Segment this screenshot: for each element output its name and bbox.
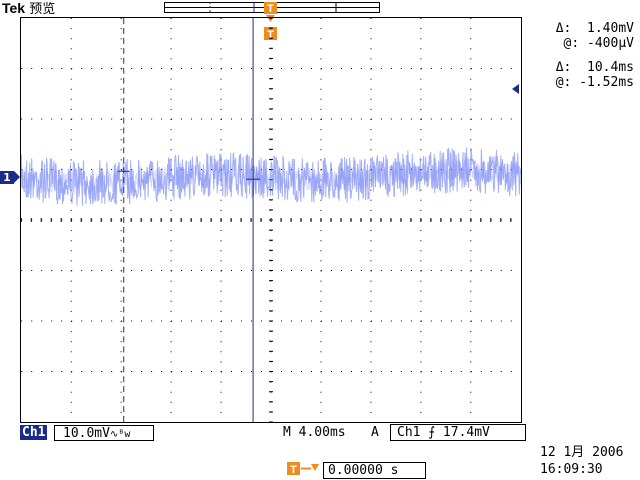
at-t-value: -1.52ms xyxy=(579,75,634,90)
trigger-position-icon[interactable]: T T xyxy=(263,0,279,45)
horizontal-position-field[interactable]: 0.00000 s xyxy=(323,462,426,479)
trigger-level-letter: T xyxy=(267,29,274,41)
delta-v-label: Δ: xyxy=(555,21,572,36)
at-t-label: @: xyxy=(555,75,572,90)
at-v-label: @: xyxy=(563,36,580,51)
ch1-scale[interactable]: 10.0mV∿ᴮw xyxy=(54,425,154,441)
trigger-slope-icon: ⨍ xyxy=(428,425,436,440)
ch1-waveform-trace xyxy=(21,147,521,206)
at-v-value: -400μV xyxy=(587,36,634,51)
delta-t-value: 10.4ms xyxy=(587,60,634,75)
mode-label: 预览 xyxy=(29,2,56,17)
ch1-badge[interactable]: Ch1 xyxy=(20,425,48,440)
at-voltage-readout: @: -400μV xyxy=(564,36,634,51)
delta-time-readout: Δ: 10.4ms xyxy=(556,60,634,75)
trigger-channel: Ch1 xyxy=(397,425,421,440)
trigger-mode: A xyxy=(371,425,379,440)
position-trigger-letter: T xyxy=(290,464,297,476)
delta-voltage-readout: Δ: 1.40mV xyxy=(556,21,634,36)
trigger-level: 17.4mV xyxy=(442,425,490,440)
timebase-readout[interactable]: M 4.00ms xyxy=(283,425,346,440)
date-readout: 12 1月 2006 xyxy=(540,445,624,460)
ch1-scale-value: 10.0mV xyxy=(63,426,110,441)
horizontal-position-icon: T xyxy=(287,462,319,476)
brand-name: Tek xyxy=(2,0,26,16)
trigger-position-letter: T xyxy=(267,3,274,15)
time-readout: 16:09:30 xyxy=(540,462,603,477)
bandwidth-limit-icon: ∿ᴮw xyxy=(109,429,131,440)
delta-v-value: 1.40mV xyxy=(587,21,634,36)
cursor-level-arrow-icon xyxy=(512,84,519,94)
ch1-ground-marker[interactable]: 1 xyxy=(0,171,20,184)
brand-label: Tek 预览 xyxy=(2,0,55,18)
delta-t-label: Δ: xyxy=(555,60,572,75)
graticule-grid xyxy=(21,18,521,422)
at-time-readout: @: -1.52ms xyxy=(556,75,634,90)
trigger-readout[interactable]: Ch1 ⨍ 17.4mV xyxy=(390,424,526,441)
waveform-display[interactable] xyxy=(20,17,522,423)
ch1-waveform-envelope xyxy=(21,157,521,195)
